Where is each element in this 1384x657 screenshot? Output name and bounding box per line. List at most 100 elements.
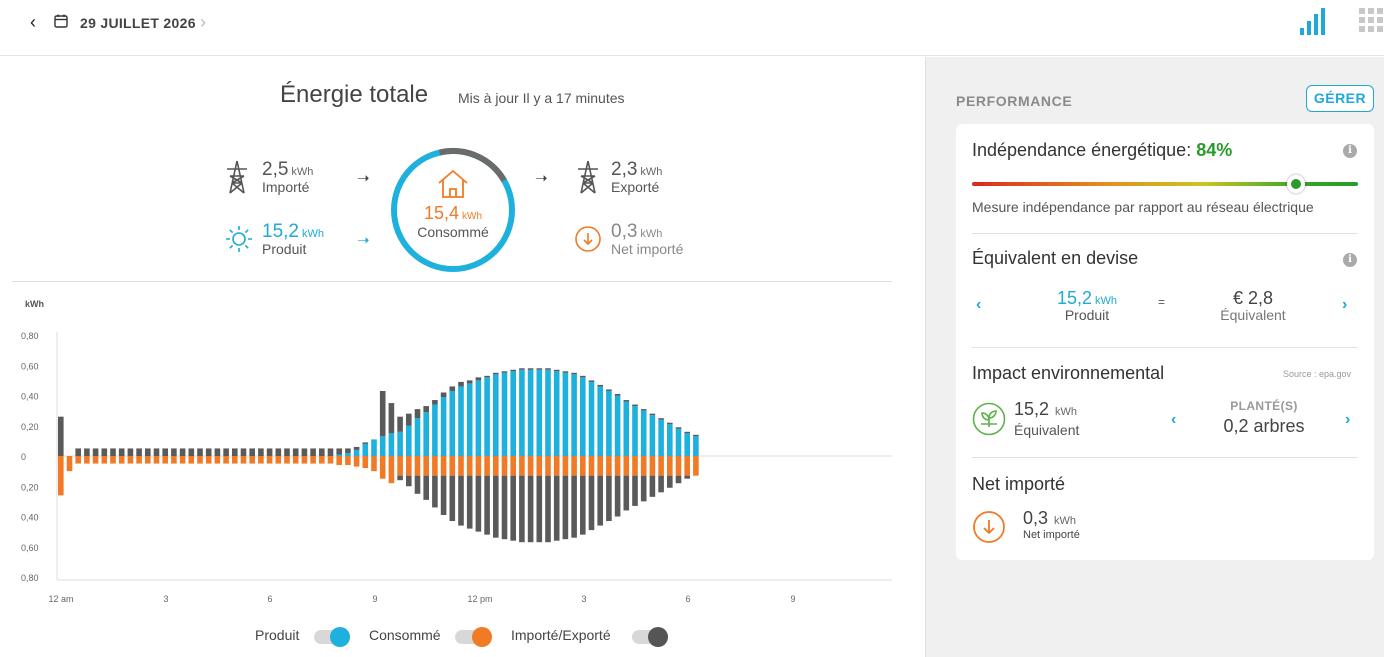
consumed-unit: kWh [462, 211, 483, 222]
bar-import-export [658, 475, 664, 493]
bar-consumed [292, 456, 299, 464]
environment-value: 15,2 [1014, 399, 1050, 419]
bar-produced [414, 418, 421, 456]
bar-produced [597, 386, 603, 456]
bar-produced [684, 433, 690, 456]
bar-produced [353, 449, 360, 456]
bar-import-export [205, 448, 212, 456]
bar-consumed [684, 456, 690, 476]
bar-consumed [675, 456, 682, 476]
bar-consumed [667, 456, 673, 476]
y-axis-label: kWh [25, 299, 44, 309]
manage-button[interactable]: GÉRER [1306, 85, 1374, 112]
currency-produced: 15,2 kWh Produit [1012, 288, 1162, 323]
bar-import-export [440, 475, 447, 515]
bar-produced [623, 401, 630, 456]
bar-produced [423, 412, 429, 456]
bar-import-export [614, 393, 621, 396]
y-tick-label: 0,60 [21, 361, 39, 371]
bar-import-export [110, 448, 116, 456]
bar-import-export [493, 475, 499, 538]
equals-sign: = [1158, 295, 1166, 309]
independence-value: 84% [1196, 140, 1233, 160]
legend-consumed-knob[interactable] [472, 627, 492, 647]
bar-import-export [458, 381, 464, 387]
performance-card: Indépendance énergétique: 84% i Mesure i… [956, 124, 1374, 560]
legend-produced-label: Produit [255, 627, 300, 643]
legend-import-export-knob[interactable] [648, 627, 668, 647]
bar-consumed [493, 456, 499, 476]
bar-produced [545, 369, 551, 456]
bar-produced [379, 436, 386, 456]
bar-import-export [432, 400, 438, 405]
pylon-export-icon [573, 159, 603, 200]
bar-produced [493, 374, 499, 456]
bar-import-export [197, 448, 203, 456]
bar-import-export [553, 475, 560, 541]
info-icon[interactable]: i [1343, 144, 1357, 158]
chevron-left-icon[interactable]: ‹ [976, 296, 982, 313]
bar-consumed [319, 456, 325, 464]
bar-import-export [562, 371, 569, 373]
bar-import-export [414, 409, 421, 419]
bar-import-export [545, 368, 551, 370]
chevron-right-icon[interactable]: › [1342, 296, 1348, 313]
bar-import-export [153, 448, 160, 456]
y-tick-label: 0,20 [21, 482, 39, 492]
bar-chart-view-icon[interactable] [1299, 6, 1327, 41]
perf-net-imported-value: 0,3 [1023, 508, 1049, 528]
bar-import-export [588, 475, 595, 531]
bar-import-export [292, 448, 299, 456]
chevron-right-icon[interactable]: › [1345, 411, 1351, 428]
imported-value: 2,5 [262, 159, 289, 180]
bar-consumed [232, 456, 238, 464]
y-tick-label: 0,40 [21, 392, 39, 402]
bar-import-export [266, 448, 273, 456]
bar-import-export [536, 368, 543, 370]
independence-gauge [972, 182, 1358, 186]
calendar-icon[interactable] [54, 14, 68, 33]
bar-import-export [684, 475, 690, 479]
produced-stat: 15,2 kWh Produit [262, 221, 324, 257]
legend-produced-knob[interactable] [330, 627, 350, 647]
bar-produced [449, 390, 456, 456]
bar-import-export [640, 409, 647, 411]
independence-label: Indépendance énergétique: [972, 140, 1192, 160]
bar-consumed [597, 456, 603, 476]
divider [972, 347, 1358, 348]
bar-import-export [623, 400, 630, 402]
bar-consumed [553, 456, 560, 476]
bar-import-export [475, 377, 482, 381]
legend-consumed-label: Consommé [369, 627, 441, 643]
bar-consumed [423, 456, 429, 476]
bar-import-export [527, 368, 534, 370]
bar-import-export [510, 369, 516, 372]
net-imported-heading: Net importé [972, 474, 1066, 494]
bar-consumed [440, 456, 447, 476]
chevron-left-icon[interactable]: ‹ [1171, 411, 1177, 428]
independence-heading: Indépendance énergétique: 84% [972, 140, 1232, 161]
net-imported-value-group: 0,3 kWh Net importé [1023, 508, 1080, 541]
chevron-right-icon[interactable]: › [200, 12, 206, 32]
sun-icon [224, 224, 254, 259]
bar-produced [406, 425, 412, 456]
chevron-left-icon[interactable]: ‹ [30, 12, 36, 32]
bar-import-export [432, 475, 438, 508]
bar-import-export [484, 375, 490, 378]
bar-import-export [284, 448, 290, 456]
bar-import-export [588, 380, 595, 382]
bar-import-export [519, 475, 525, 543]
grid-view-icon[interactable] [1358, 6, 1384, 41]
bar-import-export [397, 475, 403, 481]
bar-consumed [501, 456, 508, 476]
bar-import-export [562, 475, 569, 540]
exported-unit: kWh [640, 166, 663, 178]
bar-import-export [388, 403, 395, 434]
consumed-label: Consommé [417, 224, 489, 240]
bar-import-export [258, 448, 264, 456]
currency-money-value: € 2,8 [1232, 288, 1274, 308]
bar-import-export [92, 448, 99, 456]
date-label[interactable]: 29 JUILLET 2026 [80, 15, 196, 31]
bar-import-export [301, 448, 308, 456]
info-icon[interactable]: i [1343, 253, 1357, 267]
